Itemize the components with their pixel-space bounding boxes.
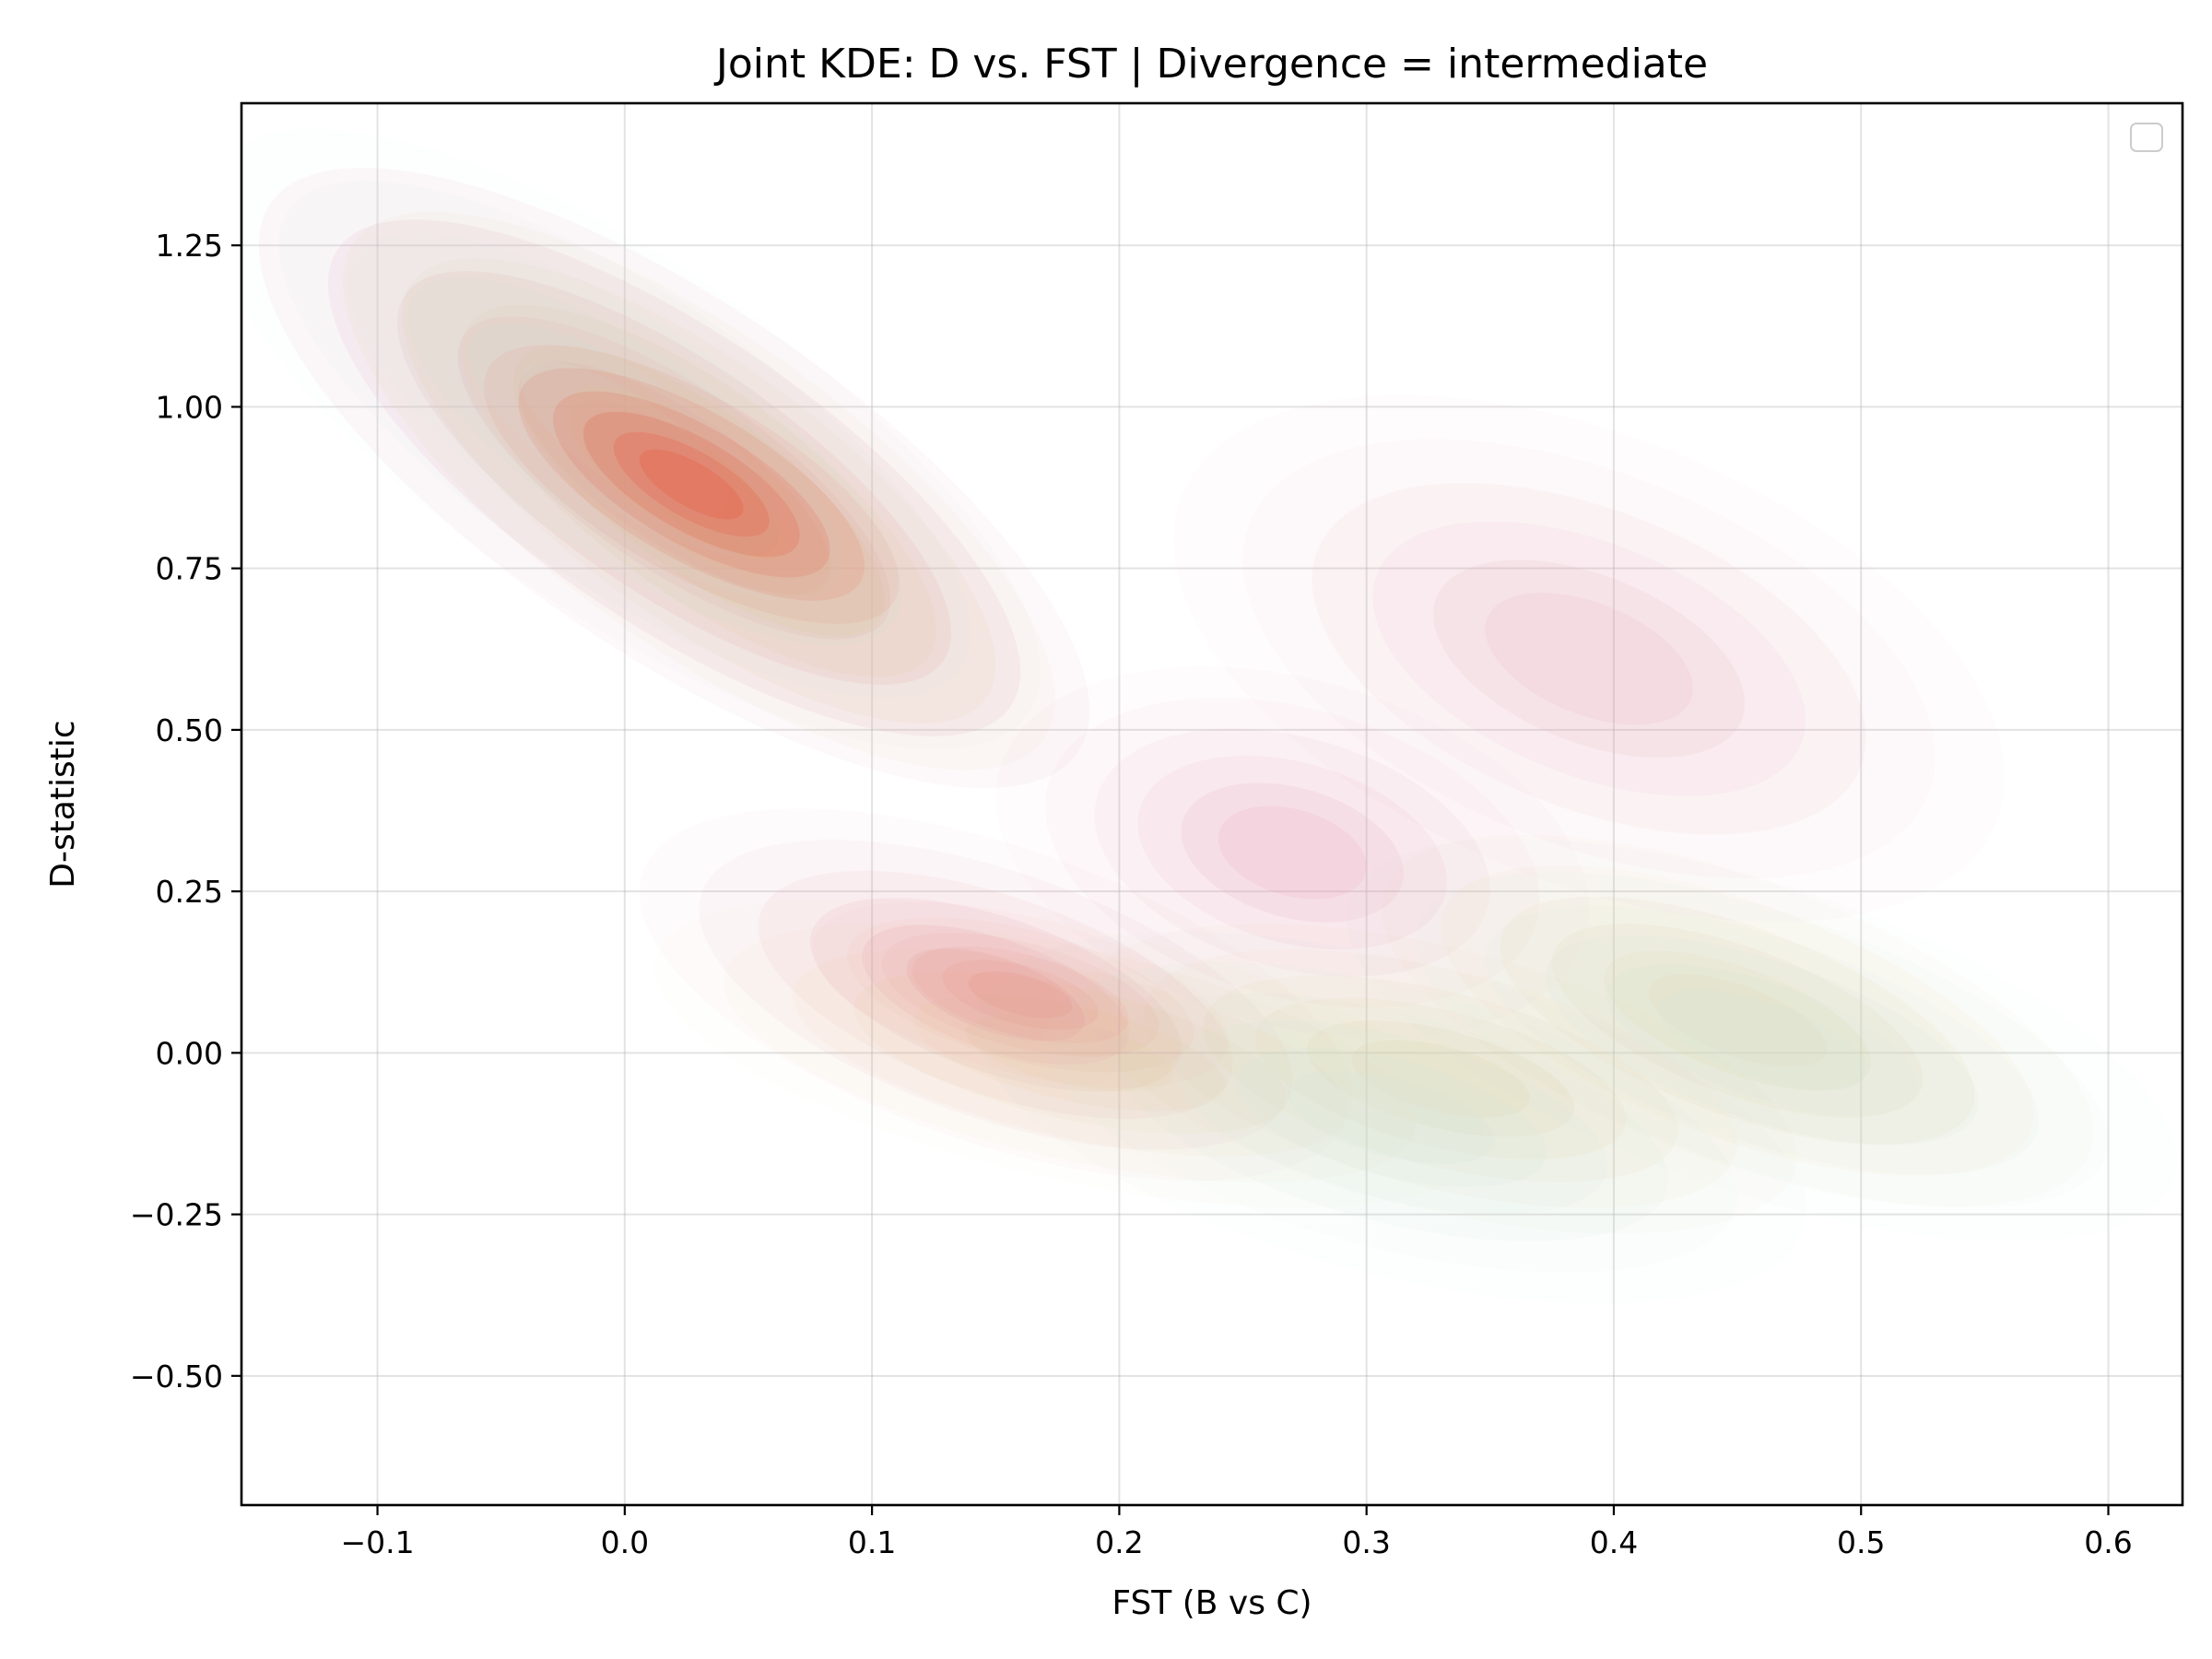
- kde-level-s1-m0-l0: [342, 211, 1055, 771]
- kde-level-s0-m2-l1: [1044, 697, 1540, 1008]
- kde-level-s0-m2-l5: [1218, 806, 1367, 900]
- kde-level-s1-m0-l3: [513, 345, 885, 637]
- plot-frame: [240, 101, 2184, 1507]
- kde-level-s0-m1-l1: [699, 840, 1293, 1150]
- y-tick-label-6: 1.00: [156, 389, 223, 425]
- kde-level-s1-m0-l4: [565, 386, 833, 596]
- kde-level-s0-m0-l4: [518, 361, 830, 594]
- kde-level-s0-m2-l4: [1181, 782, 1404, 923]
- chart-title: Joint KDE: D vs. FST | Divergence = inte…: [713, 41, 1708, 88]
- kde-level-s1-m1-l4: [913, 994, 1226, 1112]
- kde-level-s3-m0-l3: [582, 411, 800, 558]
- kde-level-s3-m0-l1: [518, 368, 865, 601]
- density-series-1: [342, 211, 2035, 1208]
- kde-level-s2-m0-l4: [468, 323, 781, 556]
- kde-level-s3-m0-l5: [639, 449, 744, 520]
- kde-level-s0-m3-l3: [1372, 521, 1806, 796]
- y-tick-label-1: −0.25: [130, 1197, 223, 1233]
- kde-level-s1-m2-l1: [1144, 949, 1738, 1208]
- kde-level-s0-m0-l2: [397, 271, 951, 685]
- kde-level-s2-m2-l5: [1658, 989, 1866, 1091]
- x-tick-label-1: 0.0: [601, 1524, 649, 1560]
- kde-level-s0-m0-l3: [457, 316, 891, 640]
- kde-level-s2-m2-l4: [1606, 964, 1918, 1116]
- kde-level-s0-m0-l1: [327, 219, 1021, 736]
- density-contours: [258, 168, 2109, 1273]
- kde-level-s0-m1-l3: [810, 898, 1182, 1092]
- kde-level-s2-m0-l5: [521, 361, 729, 517]
- kde-level-s2-m0-l1: [278, 181, 971, 698]
- kde-level-s0-m2-l2: [1094, 728, 1490, 977]
- kde-level-s1-m1-l2: [793, 949, 1347, 1157]
- density-series-2: [278, 181, 2109, 1273]
- y-tick-label-7: 1.25: [156, 228, 223, 264]
- kde-level-s0-m1-l2: [758, 870, 1233, 1119]
- x-tick-label-2: 0.1: [848, 1524, 896, 1560]
- axis-ticks: −0.1 0.0 0.1 0.2 0.3 0.4 0.5 0.6 −0.50 −0.25 0.00 0…: [130, 228, 2133, 1560]
- y-tick-label-2: 0.00: [156, 1035, 223, 1071]
- grid-lines: [241, 103, 2183, 1505]
- kde-level-s0-m0-l5: [570, 400, 779, 556]
- x-tick-label-6: 0.5: [1837, 1524, 1885, 1560]
- kde-level-s0-m3-l5: [1485, 593, 1693, 725]
- y-tick-label-4: 0.50: [156, 712, 223, 748]
- kde-level-s1-m1-l5: [966, 1014, 1174, 1092]
- x-tick-label-3: 0.2: [1095, 1524, 1143, 1560]
- x-axis-label: FST (B vs C): [1112, 1584, 1312, 1622]
- x-tick-label-4: 0.3: [1342, 1524, 1390, 1560]
- kde-level-s1-m2-l3: [1254, 997, 1627, 1160]
- y-tick-label-0: −0.50: [130, 1359, 223, 1394]
- kde-level-s1-m0-l1: [402, 258, 996, 724]
- kde-level-s2-m2-l2: [1485, 905, 2040, 1175]
- kde-level-s2-m2-l1: [1416, 872, 2109, 1208]
- kde-level-s2-m0-l2: [347, 232, 902, 646]
- kde-level-s1-m3-l2: [1500, 896, 1975, 1145]
- kde-level-s0-m0-l0: [258, 168, 1090, 788]
- kde-level-s0-m3-l4: [1433, 559, 1746, 759]
- kde-level-s1-m1-l3: [853, 971, 1287, 1134]
- kde-level-s1-m1-l1: [724, 924, 1417, 1182]
- kde-level-s2-m1-l5: [1287, 1070, 1496, 1164]
- kde-level-s2-m0-l3: [408, 277, 841, 601]
- x-tick-label-7: 0.6: [2084, 1524, 2132, 1560]
- kde-level-s3-m1-l3: [912, 946, 1129, 1043]
- kde-level-s1-m2-l4: [1307, 1020, 1575, 1137]
- density-series-3: [483, 345, 1159, 1057]
- kde-level-s1-m3-l5: [1648, 973, 1827, 1067]
- x-tick-label-0: −0.1: [340, 1524, 414, 1560]
- kde-level-s0-m1-l4: [862, 924, 1130, 1065]
- y-tick-label-5: 0.75: [156, 551, 223, 587]
- kde-level-s0-m2-l3: [1137, 755, 1447, 950]
- legend-box: [2130, 123, 2163, 152]
- kde-level-s3-m0-l4: [613, 431, 770, 537]
- kde-level-s0-m1-l5: [906, 947, 1085, 1041]
- x-tick-label-5: 0.4: [1590, 1524, 1638, 1560]
- density-series-0: [258, 168, 1936, 1150]
- y-tick-label-3: 0.25: [156, 874, 223, 910]
- kde-level-s1-m3-l1: [1441, 865, 2035, 1176]
- y-axis-label: D-statistic: [44, 720, 82, 888]
- kde-level-s3-m0-l2: [553, 391, 830, 578]
- kde-level-s1-m3-l4: [1604, 950, 1871, 1091]
- kde-level-s2-m2-l3: [1546, 935, 1979, 1146]
- kde-level-s1-m0-l5: [609, 420, 788, 561]
- kde-level-s3-m0-l0: [483, 345, 900, 624]
- kde-level-s1-m0-l2: [461, 304, 936, 677]
- kde-level-s0-m3-l2: [1312, 483, 1866, 835]
- kde-level-s1-m3-l3: [1551, 924, 1924, 1118]
- kde-level-s0-m3-l1: [1242, 439, 1936, 879]
- kde-level-s2-m1-l3: [1174, 1020, 1608, 1215]
